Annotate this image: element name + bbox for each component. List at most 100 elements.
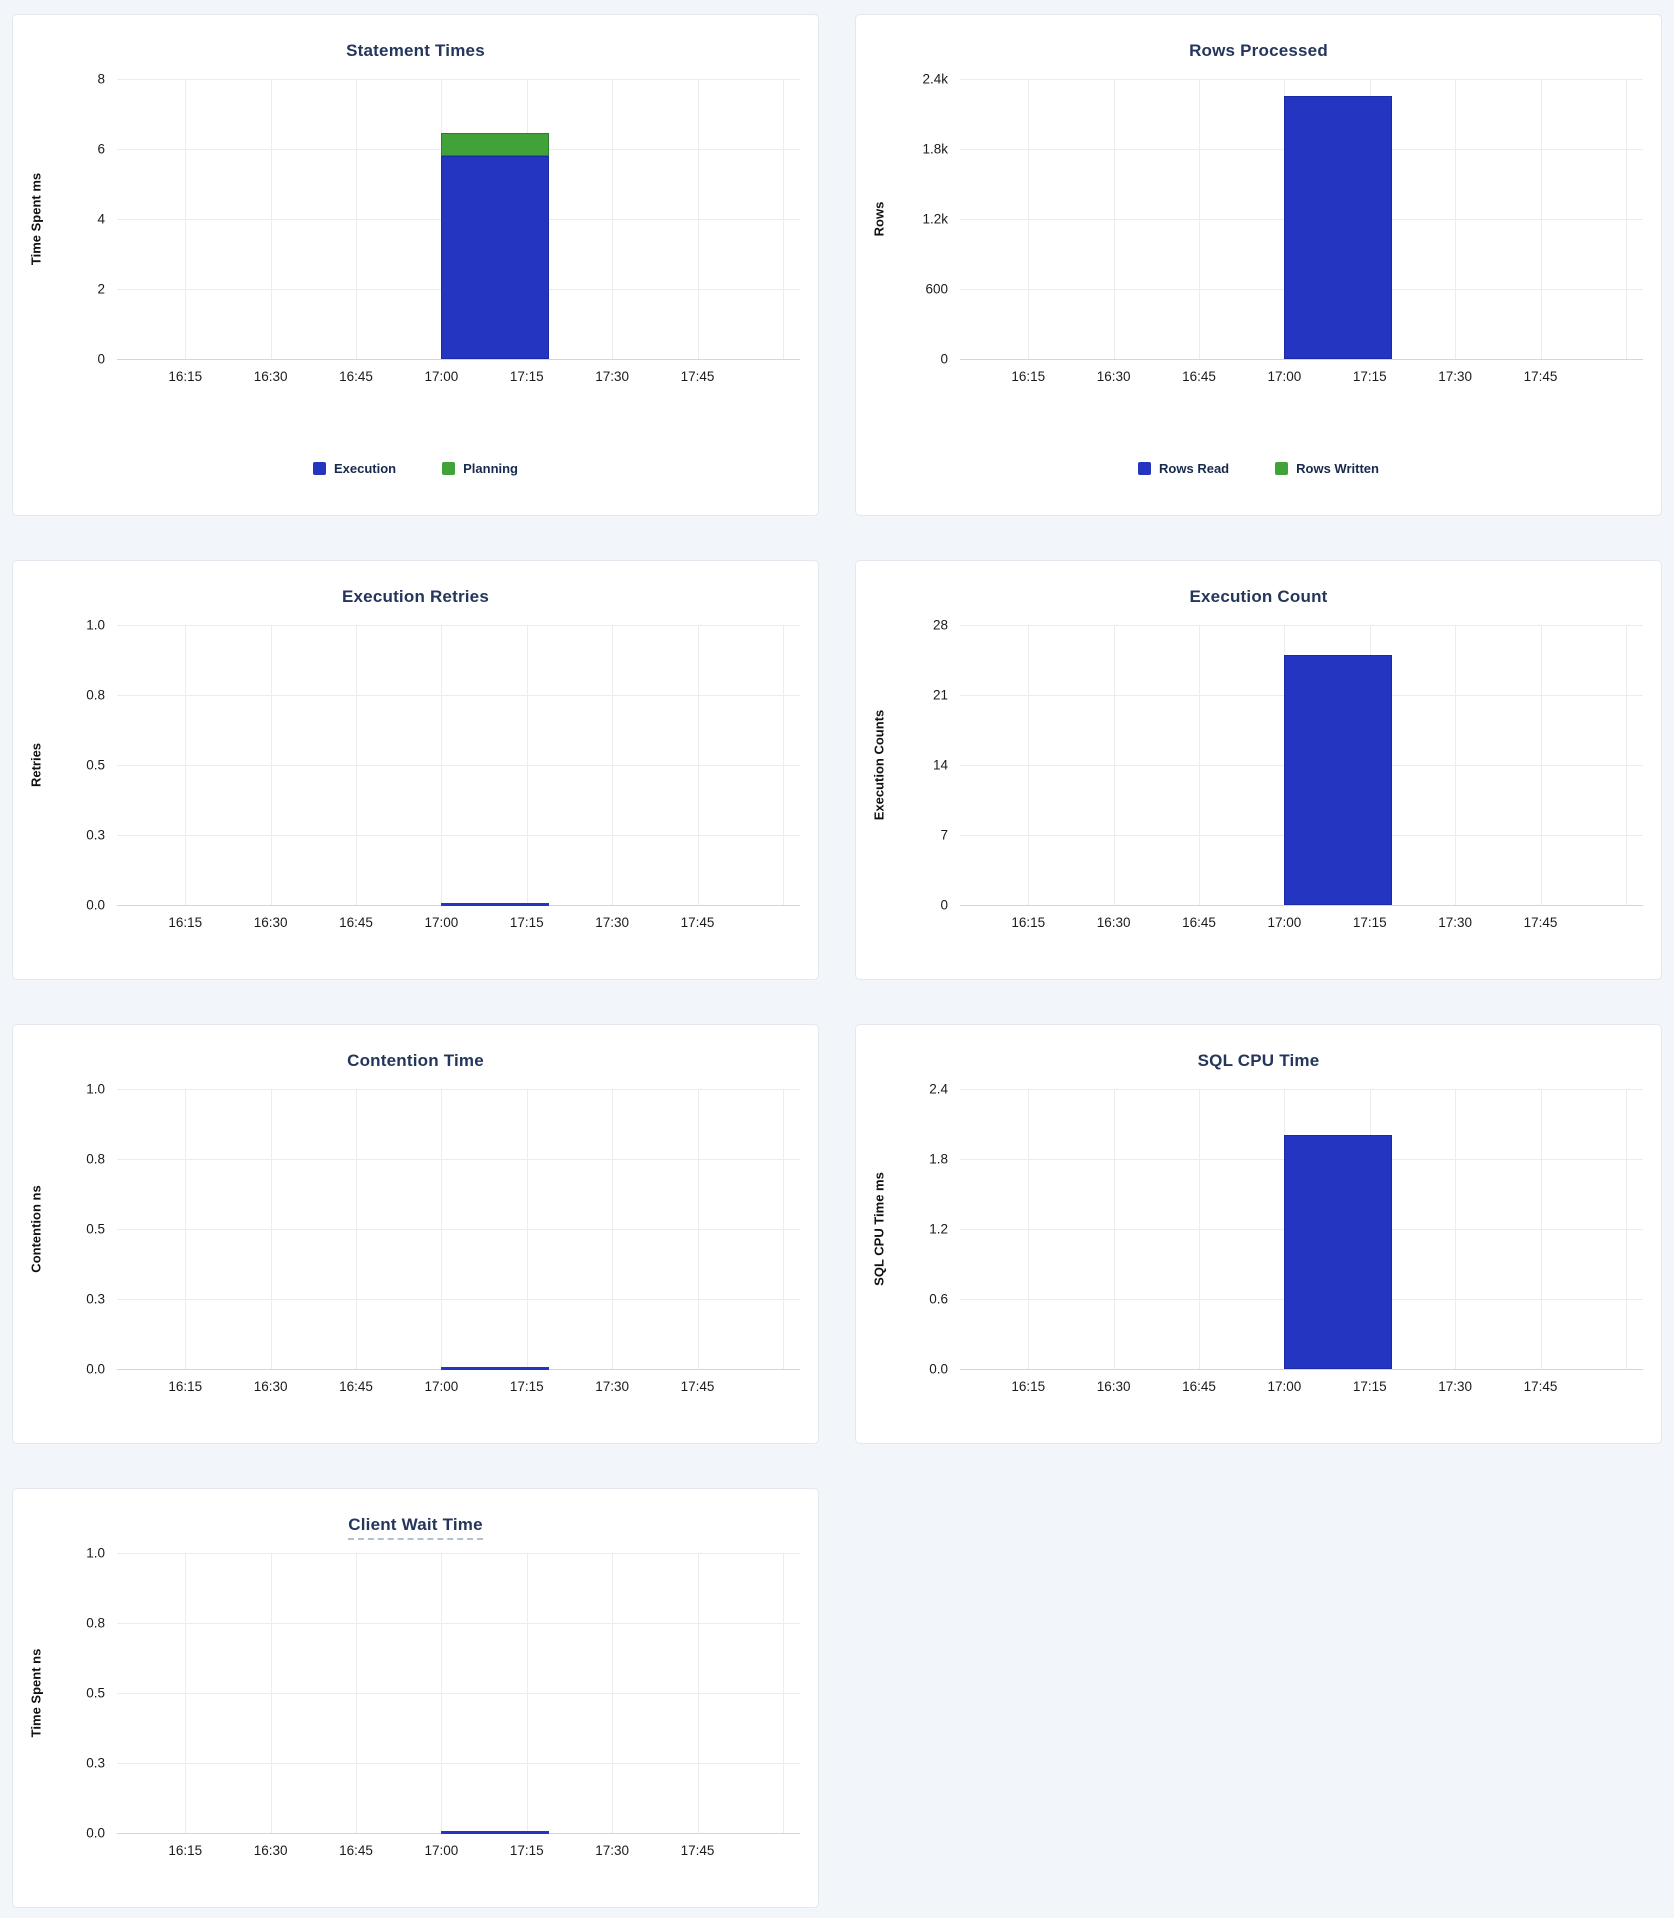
h-gridline bbox=[960, 79, 1643, 80]
x-tick-labels: 16:15 16:30 16:45 17:00 17:15 17:30 17:45 bbox=[117, 359, 800, 399]
plot-area-execution-count[interactable] bbox=[960, 625, 1643, 906]
y-tick-label: 0.5 bbox=[86, 1221, 105, 1237]
y-tick-label: 8 bbox=[97, 71, 105, 87]
y-tick-label: 0.3 bbox=[86, 1755, 105, 1771]
v-gridline bbox=[782, 625, 784, 905]
v-gridline bbox=[1028, 1089, 1030, 1369]
y-tick-label: 0.3 bbox=[86, 1291, 105, 1307]
h-gridline bbox=[117, 1229, 800, 1230]
y-tick-label: 0.5 bbox=[86, 1685, 105, 1701]
x-tick-label: 17:00 bbox=[424, 369, 459, 384]
v-gridline bbox=[185, 79, 187, 359]
x-tick-label: 16:15 bbox=[168, 1379, 203, 1394]
v-gridline bbox=[782, 1553, 784, 1833]
x-tick-label: 17:45 bbox=[680, 915, 715, 930]
plot-area-statement-times[interactable] bbox=[117, 79, 800, 360]
x-tick-label: 17:45 bbox=[1523, 915, 1558, 930]
h-gridline bbox=[117, 625, 800, 626]
x-tick-label: 16:45 bbox=[339, 1379, 373, 1394]
y-tick-label: 1.8k bbox=[922, 141, 948, 157]
x-tick-labels: 16:15 16:30 16:45 17:00 17:15 17:30 17:45 bbox=[960, 905, 1643, 945]
v-gridline bbox=[612, 1553, 614, 1833]
chart-title-client-wait-time: Client Wait Time bbox=[13, 1515, 818, 1540]
chart-title-text[interactable]: Client Wait Time bbox=[348, 1515, 483, 1540]
y-tick-labels: 1.0 0.8 0.5 0.3 0.0 bbox=[59, 618, 117, 913]
y-axis-unit-label: SQL CPU Time ms bbox=[856, 1089, 902, 1369]
y-axis-unit-label: Rows bbox=[856, 79, 902, 359]
v-gridline bbox=[1455, 1089, 1457, 1369]
v-gridline bbox=[697, 79, 699, 359]
zero-value-line bbox=[441, 903, 549, 906]
chart-title-text: Rows Processed bbox=[1189, 41, 1328, 60]
h-gridline bbox=[117, 1693, 800, 1694]
v-gridline bbox=[1028, 79, 1030, 359]
v-gridline bbox=[1199, 1089, 1201, 1369]
chart-body: Contention ns 1.0 0.8 0.5 0.3 0.0 16:15 16:30 16… bbox=[13, 1082, 818, 1409]
legend-item-planning: Planning bbox=[442, 461, 518, 476]
y-axis-unit-text: Rows bbox=[871, 201, 887, 237]
v-gridline bbox=[782, 79, 784, 359]
chart-body: Time Spent ns 1.0 0.8 0.5 0.3 0.0 16:15 16:30 16… bbox=[13, 1546, 818, 1873]
plot-area-client-wait-time[interactable] bbox=[117, 1553, 800, 1834]
x-tick-label: 16:15 bbox=[1011, 369, 1046, 384]
legend-item-rows-written: Rows Written bbox=[1275, 461, 1379, 476]
v-gridline bbox=[1625, 625, 1627, 905]
v-gridline bbox=[441, 625, 443, 905]
chart-body: Time Spent ms 8 6 4 2 0 16:15 16:30 16:45 17:00 17… bbox=[13, 72, 818, 399]
x-axis-line bbox=[960, 905, 1643, 906]
x-tick-label: 16:15 bbox=[168, 369, 203, 384]
x-tick-label: 17:45 bbox=[680, 1379, 715, 1394]
x-tick-labels: 16:15 16:30 16:45 17:00 17:15 17:30 17:45 bbox=[117, 905, 800, 945]
legend-item-rows-read: Rows Read bbox=[1138, 461, 1229, 476]
v-gridline bbox=[270, 1089, 272, 1369]
plot-area-execution-retries[interactable] bbox=[117, 625, 800, 906]
v-gridline bbox=[356, 79, 358, 359]
x-tick-label: 16:30 bbox=[1096, 369, 1131, 384]
chart-card-rows-processed: Rows Processed Rows 2.4k 1.8k 1.2k 600 0 16:15 1… bbox=[855, 14, 1662, 516]
h-gridline bbox=[117, 79, 800, 80]
chart-card-client-wait-time: Client Wait Time Time Spent ns 1.0 0.8 0.5 0.… bbox=[12, 1488, 819, 1908]
chart-title-text: Execution Retries bbox=[341, 587, 489, 606]
x-tick-label: 17:45 bbox=[1523, 369, 1558, 384]
x-tick-label: 17:30 bbox=[595, 1843, 630, 1858]
chart-title-statement-times: Statement Times bbox=[13, 41, 818, 65]
y-tick-labels: 1.0 0.8 0.5 0.3 0.0 bbox=[59, 1546, 117, 1841]
y-tick-labels: 2.4 1.8 1.2 0.6 0.0 bbox=[902, 1082, 960, 1377]
x-tick-label: 16:15 bbox=[1011, 1379, 1046, 1394]
plot-area-sql-cpu-time[interactable] bbox=[960, 1089, 1643, 1370]
legend-swatch bbox=[1138, 462, 1152, 475]
y-axis-unit-text: Retries bbox=[28, 742, 44, 788]
y-tick-label: 1.0 bbox=[86, 1081, 105, 1097]
plot-column: 16:15 16:30 16:45 17:00 17:15 17:30 17:45 bbox=[960, 625, 1643, 945]
plot-column: 16:15 16:30 16:45 17:00 17:15 17:30 17:45 bbox=[960, 1089, 1643, 1409]
v-gridline bbox=[612, 1089, 614, 1369]
x-tick-label: 17:30 bbox=[595, 369, 630, 384]
v-gridline bbox=[1113, 1089, 1115, 1369]
x-tick-label: 17:30 bbox=[595, 1379, 630, 1394]
chart-title-text: SQL CPU Time bbox=[1197, 1051, 1320, 1070]
v-gridline bbox=[1625, 79, 1627, 359]
y-tick-label: 0.8 bbox=[86, 1615, 105, 1631]
y-tick-label: 0.8 bbox=[86, 1151, 105, 1167]
h-gridline bbox=[117, 1623, 800, 1624]
x-tick-label: 16:30 bbox=[253, 1379, 288, 1394]
plot-area-rows-processed[interactable] bbox=[960, 79, 1643, 360]
x-tick-label: 17:45 bbox=[680, 1843, 715, 1858]
legend-swatch bbox=[442, 462, 456, 475]
plot-area-contention-time[interactable] bbox=[117, 1089, 800, 1370]
v-gridline bbox=[1540, 79, 1542, 359]
y-tick-labels: 8 6 4 2 0 bbox=[59, 72, 117, 367]
y-axis-unit-text: Time Spent ns bbox=[28, 1648, 44, 1738]
v-gridline bbox=[1540, 1089, 1542, 1369]
v-gridline bbox=[1199, 79, 1201, 359]
x-tick-label: 16:45 bbox=[339, 1843, 373, 1858]
x-tick-labels: 16:15 16:30 16:45 17:00 17:15 17:30 17:45 bbox=[960, 359, 1643, 399]
y-tick-label: 0.0 bbox=[86, 1825, 105, 1841]
v-gridline bbox=[612, 79, 614, 359]
y-axis-unit-text: SQL CPU Time ms bbox=[871, 1172, 887, 1286]
y-tick-label: 6 bbox=[97, 141, 105, 157]
y-tick-label: 0 bbox=[97, 351, 105, 367]
v-gridline bbox=[185, 1089, 187, 1369]
x-tick-label: 16:15 bbox=[168, 1843, 203, 1858]
execution-count-bar bbox=[1284, 654, 1392, 905]
